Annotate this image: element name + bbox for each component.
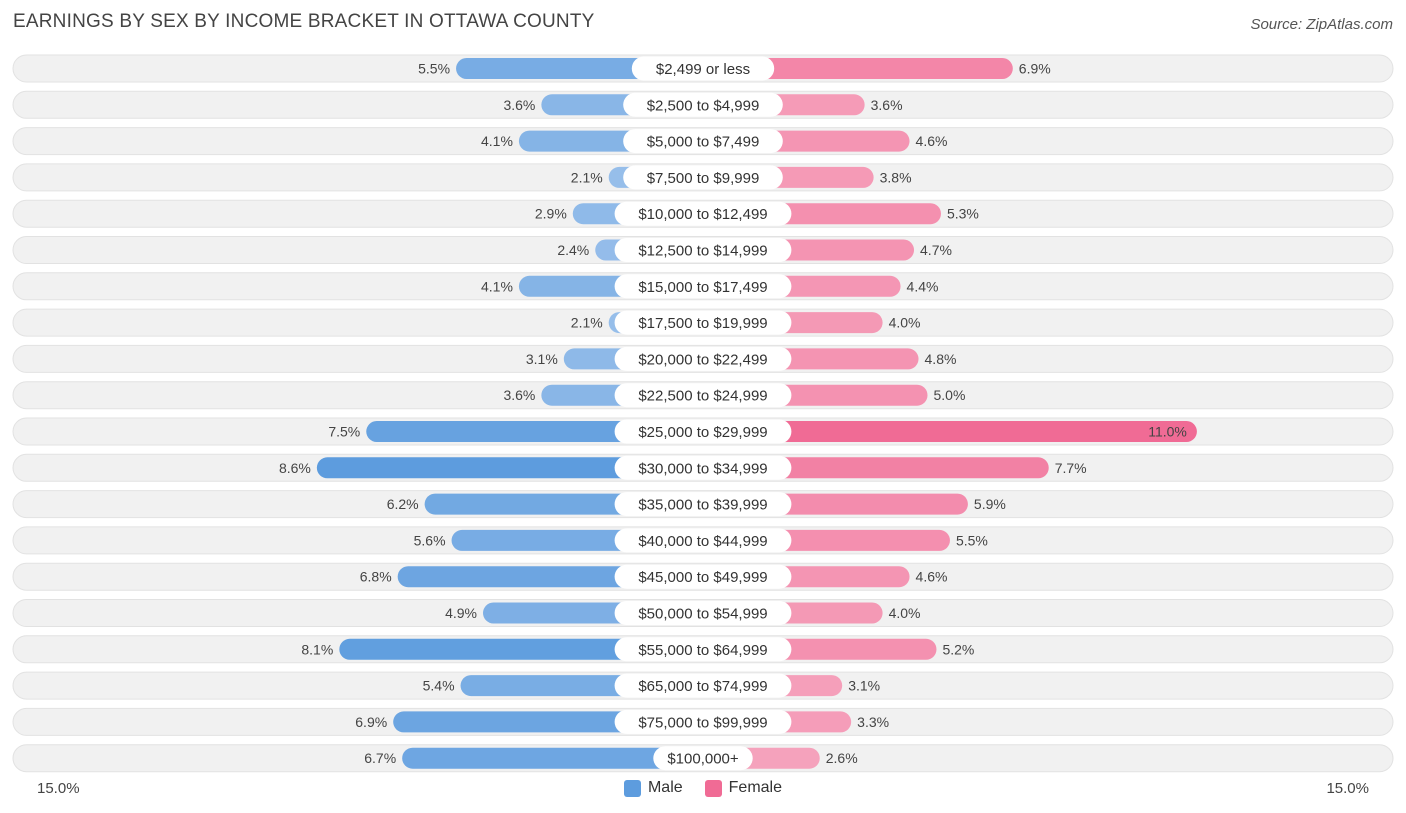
legend-swatch-male — [623, 779, 641, 797]
value-label-male: 3.1% — [526, 351, 558, 367]
category-pill — [623, 165, 783, 190]
value-label-female: 4.7% — [920, 242, 952, 258]
value-label-female: 4.6% — [916, 133, 948, 149]
category-pill — [614, 455, 792, 480]
category-label: $30,000 to $34,999 — [638, 460, 767, 477]
bar-male — [339, 638, 703, 660]
category-label: $25,000 to $29,999 — [638, 424, 767, 441]
category-pill — [653, 746, 753, 771]
category-label: $100,000+ — [667, 751, 739, 768]
value-label-male: 2.4% — [557, 242, 589, 258]
value-label-female: 5.5% — [956, 532, 988, 548]
category-label: $17,500 to $19,999 — [638, 315, 767, 332]
source-credit: Source: ZipAtlas.com — [1250, 16, 1393, 33]
chart-title: EARNINGS BY SEX BY INCOME BRACKET IN OTT… — [13, 11, 595, 32]
category-pill — [614, 310, 792, 335]
category-label: $7,500 to $9,999 — [647, 170, 760, 187]
value-label-female: 4.4% — [907, 278, 939, 294]
value-label-female: 7.7% — [1055, 460, 1087, 476]
category-label: $35,000 to $39,999 — [638, 497, 767, 514]
value-label-male: 6.8% — [360, 569, 392, 585]
value-label-male: 6.2% — [387, 496, 419, 512]
value-label-female: 4.0% — [889, 605, 921, 621]
value-label-female: 4.0% — [889, 315, 921, 331]
value-label-female: 3.1% — [848, 678, 880, 694]
category-pill — [614, 492, 792, 517]
category-label: $50,000 to $54,999 — [638, 606, 767, 623]
value-label-female: 11.0% — [1148, 424, 1187, 440]
category-label: $12,500 to $14,999 — [638, 243, 767, 260]
category-pill — [614, 601, 792, 625]
category-label: $65,000 to $74,999 — [638, 678, 767, 695]
value-label-male: 2.1% — [571, 169, 603, 185]
category-label: $15,000 to $17,499 — [638, 279, 767, 296]
value-label-female: 5.3% — [947, 206, 979, 222]
category-label: $75,000 to $99,999 — [638, 714, 767, 731]
category-pill — [614, 709, 792, 734]
category-label: $40,000 to $44,999 — [638, 533, 767, 550]
value-label-female: 4.8% — [925, 351, 957, 367]
category-pill — [614, 673, 792, 698]
value-label-female: 3.8% — [880, 169, 912, 185]
category-label: $22,500 to $24,999 — [638, 388, 767, 405]
value-label-male: 3.6% — [503, 97, 535, 113]
value-label-male: 4.1% — [481, 278, 513, 294]
category-label: $55,000 to $64,999 — [638, 642, 767, 659]
category-pill — [614, 274, 792, 299]
legend-item-male: Male — [623, 779, 683, 797]
bar-female — [703, 58, 1013, 79]
value-label-female: 6.9% — [1019, 61, 1051, 77]
value-label-female: 2.6% — [826, 750, 858, 766]
category-pill — [614, 346, 792, 371]
legend-label-male: Male — [647, 779, 683, 796]
category-label: $2,499 or less — [656, 61, 750, 78]
value-label-female: 5.9% — [974, 496, 1006, 512]
axis-left-max-label: 15.0% — [37, 780, 80, 797]
category-label: $5,000 to $7,499 — [647, 134, 760, 151]
category-pill — [614, 637, 792, 662]
value-label-male: 4.1% — [481, 133, 513, 149]
category-pill — [614, 383, 792, 408]
category-pill — [623, 129, 783, 154]
category-pill — [614, 238, 792, 262]
value-label-male: 3.6% — [503, 387, 535, 403]
bar-male — [402, 747, 703, 769]
value-label-female: 3.3% — [857, 714, 889, 730]
value-label-male: 6.9% — [355, 714, 387, 730]
category-pill — [614, 564, 792, 589]
value-label-male: 7.5% — [328, 424, 360, 440]
value-label-male: 2.9% — [535, 206, 567, 222]
value-label-female: 3.6% — [871, 97, 903, 113]
legend: Male Female — [0, 779, 1406, 797]
category-label: $20,000 to $22,499 — [638, 351, 767, 368]
value-label-female: 4.6% — [916, 569, 948, 585]
category-label: $2,500 to $4,999 — [647, 97, 760, 114]
category-pill — [614, 528, 792, 553]
legend-label-female: Female — [728, 779, 783, 796]
legend-swatch-female — [704, 779, 722, 797]
value-label-male: 4.9% — [445, 605, 477, 621]
value-label-female: 5.0% — [934, 387, 966, 403]
value-label-male: 2.1% — [571, 315, 603, 331]
category-pill — [631, 56, 775, 81]
value-label-male: 8.1% — [301, 641, 333, 657]
category-pill — [614, 419, 792, 444]
bar-male — [316, 457, 703, 479]
value-label-male: 5.5% — [418, 61, 450, 77]
value-label-male: 5.4% — [423, 678, 455, 694]
value-label-male: 5.6% — [414, 532, 446, 548]
bar-female — [703, 421, 1197, 442]
category-label: $10,000 to $12,499 — [638, 206, 767, 223]
legend-item-female: Female — [704, 779, 783, 797]
value-label-female: 5.2% — [942, 641, 974, 657]
category-label: $45,000 to $49,999 — [638, 569, 767, 586]
value-label-male: 8.6% — [279, 460, 311, 476]
axis-right-max-label: 15.0% — [1326, 780, 1369, 797]
category-pill — [623, 92, 783, 117]
value-label-male: 6.7% — [364, 750, 396, 766]
category-pill — [614, 201, 792, 226]
